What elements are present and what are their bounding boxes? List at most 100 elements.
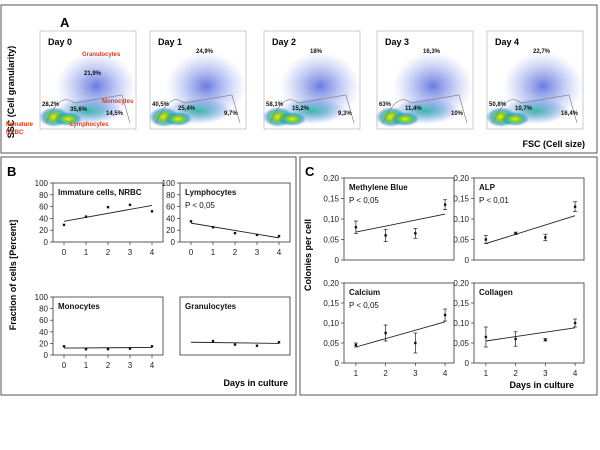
chart-title: Methylene Blue xyxy=(349,183,408,192)
fit-line xyxy=(63,347,153,349)
chart-2: 0 20 40 60 80 100 0 1 2 3 4 Monocytes xyxy=(35,293,164,370)
x-tick-label: 2 xyxy=(106,361,111,370)
fit-line xyxy=(355,321,446,348)
chart-frame xyxy=(52,182,164,243)
y-tick-label: 100 xyxy=(35,179,49,188)
fit-line xyxy=(355,213,446,233)
flow-percent-label: 10,7% xyxy=(515,106,533,112)
data-point xyxy=(544,338,547,341)
panel-c-frame xyxy=(299,156,598,396)
y-tick-label: 0,20 xyxy=(323,174,339,183)
chart-title: Lymphocytes xyxy=(185,188,237,197)
flow-percent-label: 22,7% xyxy=(533,49,551,55)
panel-a-xlabel: FSC (Cell size) xyxy=(522,139,585,149)
data-point xyxy=(128,347,132,350)
chart-p-value: P < 0,05 xyxy=(349,301,379,310)
x-tick-label: 1 xyxy=(84,248,89,257)
y-tick-label: 20 xyxy=(166,226,175,235)
y-tick-label: 0,20 xyxy=(323,279,339,288)
data-point xyxy=(277,341,281,344)
flow-percent-label: 9,3% xyxy=(338,111,352,117)
data-point xyxy=(62,223,66,227)
data-point xyxy=(211,226,215,229)
flow-plot-day-label: Day 2 xyxy=(272,37,296,47)
y-tick-label: 60 xyxy=(39,316,48,325)
chart-5: 0 0,05 0,10 0,15 0,20 ALP P < 0,01 xyxy=(453,174,585,265)
flow-percent-label: 10% xyxy=(451,111,464,117)
x-tick-label: 2 xyxy=(233,248,238,257)
data-point xyxy=(106,205,110,209)
y-tick-label: 80 xyxy=(166,191,175,200)
data-point xyxy=(443,313,447,317)
panel-a-letter: A xyxy=(60,15,70,30)
flow-plot-4: Day 4 22,7% 50,8% 10,7% 16,4% xyxy=(486,30,584,130)
monocytes-label: Monocytes xyxy=(102,99,134,105)
lymphocytes-label: Lymphocytes xyxy=(70,122,109,128)
x-tick-label: 3 xyxy=(128,361,133,370)
granulocytes-label: Granulocytes xyxy=(82,52,121,58)
flow-percent-label: 11,4% xyxy=(405,106,422,112)
flow-plot-day-label: Day 3 xyxy=(385,37,409,47)
y-tick-label: 0 xyxy=(465,359,470,368)
flow-percent-label: 40,5% xyxy=(152,102,170,108)
data-point xyxy=(128,203,132,207)
y-tick-label: 80 xyxy=(39,191,48,200)
data-point xyxy=(514,232,517,235)
data-point xyxy=(573,321,577,325)
data-point xyxy=(484,335,488,339)
data-point xyxy=(84,348,88,351)
y-tick-label: 0,15 xyxy=(323,299,339,308)
y-tick-label: 0,05 xyxy=(453,236,469,245)
y-tick-label: 0,10 xyxy=(453,319,469,328)
y-tick-label: 100 xyxy=(35,293,49,302)
panel-c-ylabel: Colonies per cell xyxy=(303,219,313,291)
gate-outline xyxy=(269,94,355,124)
y-tick-label: 0,10 xyxy=(453,215,469,224)
y-tick-label: 0,15 xyxy=(323,195,339,204)
lymphocyte-cloud xyxy=(391,112,419,126)
x-tick-label: 4 xyxy=(573,369,578,378)
data-point xyxy=(573,205,577,208)
chart-title: Calcium xyxy=(349,288,380,297)
y-tick-label: 60 xyxy=(39,203,48,212)
y-tick-label: 20 xyxy=(39,226,48,235)
fit-line xyxy=(485,327,576,342)
flow-percent-label: 21,9% xyxy=(84,71,102,77)
panel-b-ylabel: Fraction of cells [Percent] xyxy=(8,220,18,331)
flow-percent-label: 58,1% xyxy=(266,102,284,108)
y-tick-label: 0 xyxy=(335,256,340,265)
data-point xyxy=(354,226,358,229)
chart-title: Granulocytes xyxy=(185,302,237,311)
y-tick-label: 0 xyxy=(335,359,340,368)
x-tick-label: 1 xyxy=(211,248,216,257)
x-tick-label: 4 xyxy=(150,248,155,257)
y-tick-label: 20 xyxy=(39,339,48,348)
data-point xyxy=(514,337,517,341)
flow-plot-0: Day 0 21,9% 28,2% 35,6% 14,5% Granulocytes Mon… xyxy=(6,30,137,136)
data-point xyxy=(211,339,215,343)
data-point xyxy=(106,348,110,351)
flow-percent-label: 28,2% xyxy=(42,102,60,108)
y-tick-label: 0,10 xyxy=(323,319,339,328)
lymphocyte-cloud xyxy=(54,112,82,126)
data-point xyxy=(255,344,259,347)
data-point xyxy=(414,341,417,345)
gate-outline xyxy=(155,94,241,124)
chart-p-value: P < 0,01 xyxy=(479,196,509,205)
data-point xyxy=(150,210,154,213)
fit-line xyxy=(190,222,280,239)
fit-line xyxy=(190,341,280,344)
x-tick-label: 1 xyxy=(484,369,489,378)
y-tick-label: 0,20 xyxy=(453,174,469,183)
flow-percent-label: 16,4% xyxy=(561,111,579,117)
chart-frame xyxy=(343,177,455,261)
gate-outline xyxy=(492,94,578,124)
chart-frame xyxy=(52,296,164,356)
flow-percent-label: 15,2% xyxy=(292,106,310,112)
flow-percent-label: 9,7% xyxy=(224,111,238,117)
flow-plot-day-label: Day 4 xyxy=(495,37,519,47)
y-tick-label: 0,15 xyxy=(453,299,469,308)
flow-percent-label: 63% xyxy=(379,102,392,108)
y-tick-label: 40 xyxy=(39,328,48,337)
